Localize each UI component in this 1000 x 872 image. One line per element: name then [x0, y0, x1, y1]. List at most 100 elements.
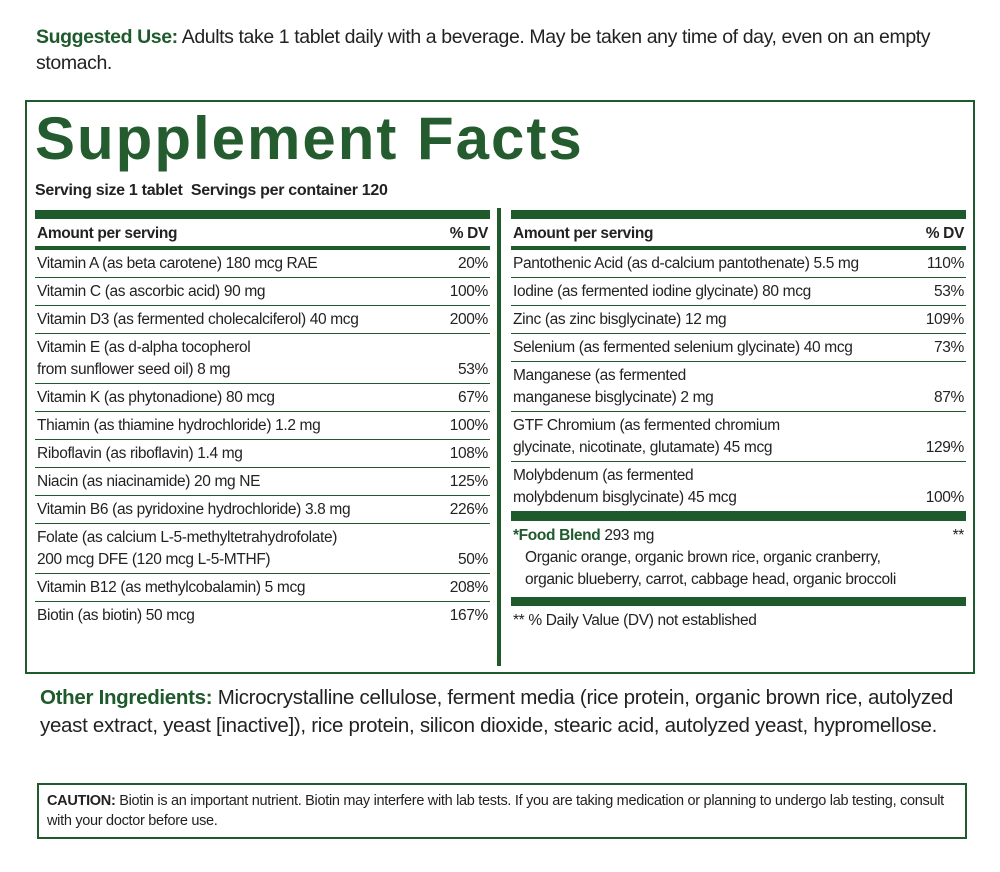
name-line: Vitamin B6 (as pyridoxine hydrochloride)…	[37, 501, 351, 518]
nutrient-name: Vitamin B12 (as methylcobalamin) 5 mcg	[37, 577, 305, 599]
nutrient-row: Thiamin (as thiamine hydrochloride) 1.2 …	[35, 412, 490, 440]
name-line: Vitamin K (as phytonadione) 80 mcg	[37, 389, 275, 406]
header-dv: % DV	[925, 225, 965, 242]
label: Suggested Use:	[36, 26, 178, 48]
daily-value: 167%	[449, 607, 489, 624]
food-blend-line: Organic orange, organic brown rice, orga…	[525, 549, 881, 566]
nutrient-row: Zinc (as zinc bisglycinate) 12 mg 109%	[511, 306, 966, 334]
header-dv: % DV	[449, 225, 489, 242]
nutrient-name: Selenium (as fermented selenium glycinat…	[513, 337, 853, 359]
nutrient-name: Vitamin D3 (as fermented cholecalciferol…	[37, 309, 359, 331]
name-line: molybdenum bisglycinate) 45 mcg	[513, 489, 737, 506]
name-line: GTF Chromium (as fermented chromium	[513, 417, 780, 434]
nutrient-row: Vitamin B6 (as pyridoxine hydrochloride)…	[35, 496, 490, 524]
name-line: Molybdenum (as fermented	[513, 467, 694, 484]
name-line: Vitamin A (as beta carotene) 180 mcg RAE	[37, 255, 318, 272]
daily-value: 226%	[449, 501, 489, 518]
daily-value: 200%	[449, 311, 489, 328]
supplement-facts: Supplement Facts Serving size 1 tablet S…	[25, 100, 975, 674]
nutrient-name: Manganese (as fermented manganese bisglyc…	[513, 365, 714, 409]
other-ingredients: Other Ingredients: Microcrystalline cell…	[40, 684, 960, 740]
nutrient-name: Vitamin K (as phytonadione) 80 mcg	[37, 387, 275, 409]
food-blend-line: organic blueberry, carrot, cabbage head,…	[525, 571, 896, 588]
nutrient-name: Zinc (as zinc bisglycinate) 12 mg	[513, 309, 727, 331]
bar	[511, 210, 966, 219]
daily-value: 53%	[934, 283, 964, 300]
daily-value: 109%	[925, 311, 965, 328]
nutrient-row: Vitamin E (as d-alpha tocopherol from sun…	[35, 334, 490, 384]
daily-value: 50%	[458, 551, 488, 568]
daily-value: 208%	[449, 579, 489, 596]
nutrient-row: Manganese (as fermented manganese bisglyc…	[511, 362, 966, 412]
name-line: glycinate, nicotinate, glutamate) 45 mcg	[513, 439, 773, 456]
nutrient-row: Riboflavin (as riboflavin) 1.4 mg 108%	[35, 440, 490, 468]
nutrient-row: Selenium (as fermented selenium glycinat…	[511, 334, 966, 362]
bar	[511, 512, 966, 521]
name-line: Pantothenic Acid (as d-calcium pantothen…	[513, 255, 859, 272]
label: Other Ingredients:	[40, 686, 213, 709]
right-column: Amount per serving % DV Pantothenic Acid (…	[511, 210, 966, 636]
nutrient-row: Vitamin B12 (as methylcobalamin) 5 mcg 20…	[35, 574, 490, 602]
name-line: Folate (as calcium L-5-methyltetrahydrof…	[37, 529, 338, 546]
food-blend-head: *Food Blend 293 mg **	[513, 525, 964, 547]
nutrient-name: Molybdenum (as fermented molybdenum bisgl…	[513, 465, 737, 509]
food-blend-title: *Food Blend 293 mg	[513, 525, 654, 547]
header-row: Amount per serving % DV	[511, 219, 966, 250]
name-line: Thiamin (as thiamine hydrochloride) 1.2 …	[37, 417, 321, 434]
name-line: Vitamin B12 (as methylcobalamin) 5 mcg	[37, 579, 306, 596]
nutrient-row: Folate (as calcium L-5-methyltetrahydrof…	[35, 524, 490, 574]
nutrient-row: Biotin (as biotin) 50 mcg 167%	[35, 602, 490, 629]
daily-value: 73%	[934, 339, 964, 356]
name-line: Vitamin C (as ascorbic acid) 90 mg	[37, 283, 266, 300]
nutrient-name: Vitamin C (as ascorbic acid) 90 mg	[37, 281, 266, 303]
nutrient-row: Pantothenic Acid (as d-calcium pantothen…	[511, 250, 966, 278]
name-line: Zinc (as zinc bisglycinate) 12 mg	[513, 311, 727, 328]
label: CAUTION:	[47, 793, 116, 809]
nutrient-name: Folate (as calcium L-5-methyltetrahydrof…	[37, 527, 337, 571]
daily-value: 100%	[449, 283, 489, 300]
name-line: Niacin (as niacinamide) 20 mg NE	[37, 473, 261, 490]
left-column: Amount per serving % DV Vitamin A (as beta…	[35, 210, 490, 629]
daily-value: 20%	[458, 255, 488, 272]
nutrient-row: Vitamin D3 (as fermented cholecalciferol…	[35, 306, 490, 334]
serving: Serving size 1 tablet Servings per conta…	[35, 182, 388, 199]
nutrient-row: Vitamin A (as beta carotene) 180 mcg RAE…	[35, 250, 490, 278]
daily-value: 100%	[925, 489, 965, 506]
daily-value: 53%	[458, 361, 488, 378]
food-blend-label: *Food Blend	[513, 527, 601, 544]
nutrient-name: GTF Chromium (as fermented chromium glyci…	[513, 415, 780, 459]
nutrient-name: Vitamin B6 (as pyridoxine hydrochloride)…	[37, 499, 351, 521]
nutrient-row: Niacin (as niacinamide) 20 mg NE 125%	[35, 468, 490, 496]
name-line: Vitamin D3 (as fermented cholecalciferol…	[37, 311, 359, 328]
nutrient-name: Vitamin A (as beta carotene) 180 mcg RAE	[37, 253, 318, 275]
daily-value: 129%	[925, 439, 965, 456]
name-line: Biotin (as biotin) 50 mcg	[37, 607, 195, 624]
daily-value: 110%	[926, 255, 964, 272]
name-line: Iodine (as fermented iodine glycinate) 8…	[513, 283, 811, 300]
daily-value: 67%	[458, 389, 488, 406]
nutrient-name: Riboflavin (as riboflavin) 1.4 mg	[37, 443, 243, 465]
header-amount: Amount per serving	[513, 225, 654, 242]
title: Supplement Facts	[35, 105, 584, 172]
food-blend-amount: 293 mg	[604, 527, 654, 544]
caution: CAUTION: Biotin is an important nutrient…	[37, 783, 967, 839]
daily-value: 100%	[449, 417, 489, 434]
nutrient-name: Biotin (as biotin) 50 mcg	[37, 605, 195, 627]
header-row: Amount per serving % DV	[35, 219, 490, 250]
name-line: Selenium (as fermented selenium glycinat…	[513, 339, 853, 356]
nutrient-row: Iodine (as fermented iodine glycinate) 8…	[511, 278, 966, 306]
nutrient-name: Iodine (as fermented iodine glycinate) 8…	[513, 281, 811, 303]
suggested-use: Suggested Use: Adults take 1 tablet dail…	[36, 24, 936, 76]
header-amount: Amount per serving	[37, 225, 178, 242]
nutrient-name: Niacin (as niacinamide) 20 mg NE	[37, 471, 260, 493]
name-line: Riboflavin (as riboflavin) 1.4 mg	[37, 445, 243, 462]
nutrient-row: Vitamin C (as ascorbic acid) 90 mg 100%	[35, 278, 490, 306]
food-blend-dv: **	[952, 527, 965, 544]
nutrient-row: Molybdenum (as fermented molybdenum bisgl…	[511, 462, 966, 512]
name-line: from sunflower seed oil) 8 mg	[37, 361, 231, 378]
name-line: manganese bisglycinate) 2 mg	[513, 389, 714, 406]
text: Adults take 1 tablet daily with a bevera…	[36, 26, 931, 74]
name-line: Vitamin E (as d-alpha tocopherol	[37, 339, 251, 356]
text: Biotin is an important nutrient. Biotin …	[47, 793, 944, 829]
nutrient-name: Vitamin E (as d-alpha tocopherol from sun…	[37, 337, 251, 381]
